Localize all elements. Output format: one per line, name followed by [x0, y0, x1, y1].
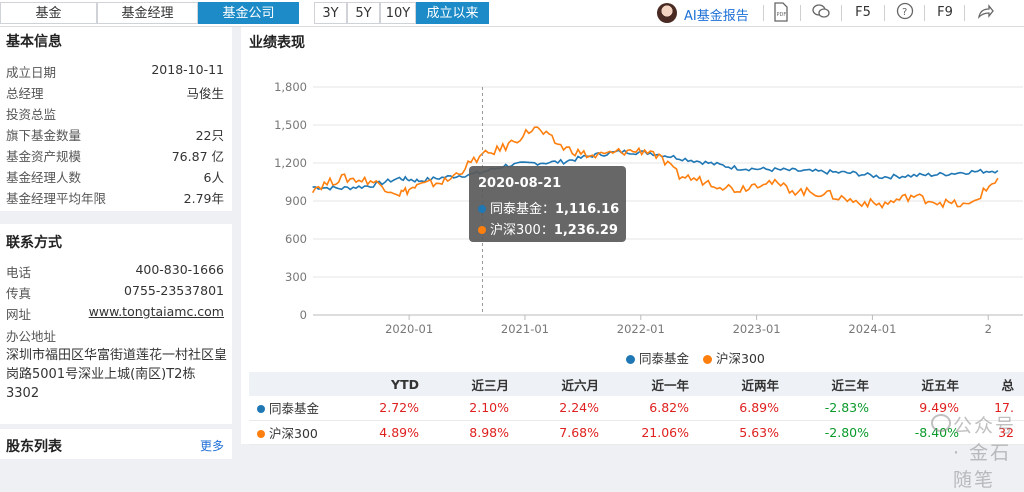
- range-since-inception[interactable]: 成立以来: [416, 2, 489, 24]
- contact-row: 网址 www.tongtaiamc.com: [6, 304, 224, 322]
- y-tick-label: 1,500: [274, 118, 307, 132]
- contact-row: 电话 400-830-1666: [6, 262, 224, 280]
- contact-row: 办公地址: [6, 329, 57, 344]
- watermark: 公众号 · 金石随笔: [953, 415, 1017, 491]
- table-row: 沪深300 4.89% 8.98% 7.68% 21.06% 5.63% -2.80% -8…: [249, 420, 1024, 445]
- tooltip-date: 2020-08-21: [478, 176, 562, 191]
- help-icon[interactable]: ?: [893, 2, 917, 24]
- svg-text:PDF: PDF: [777, 12, 787, 18]
- info-row: 总经理 马俊生: [6, 86, 224, 101]
- legend-item-fund[interactable]: 同泰基金: [626, 351, 689, 366]
- info-row: 成立日期 2018-10-11: [6, 62, 224, 80]
- info-row: 基金经理人数 6人: [6, 170, 224, 185]
- tab-fund[interactable]: 基金: [0, 2, 97, 24]
- range-5y[interactable]: 5Y: [347, 2, 380, 24]
- x-tick-label: 2020-01: [385, 322, 433, 336]
- performance-chart: 0 300 600 900 1,200 1,500 1,800 2020-01 2021-01 2…: [274, 80, 1023, 336]
- chart-tooltip: 2020-08-21 同泰基金：1,116.16 沪深300：1,236.29: [469, 166, 626, 242]
- range-10y[interactable]: 10Y: [380, 2, 416, 24]
- contact-title: 联系方式: [6, 235, 62, 251]
- performance-panel: 业绩表现 0 300 600 900 1,200 1,500 1,800 2020-01 202…: [241, 27, 1024, 491]
- y-tick-label: 300: [285, 270, 307, 284]
- performance-table: YTD 近三月 近六月 近一年 近两年 近三年 近五年 总 同泰基金 2.72%…: [249, 372, 1024, 445]
- info-row: 旗下基金数量 22只: [6, 128, 224, 143]
- y-tick-label: 900: [285, 194, 307, 208]
- y-tick-label: 1,200: [274, 156, 307, 170]
- tooltip-row-fund: 同泰基金：1,116.16: [478, 198, 619, 217]
- x-tick-label: 2024-01: [848, 322, 896, 336]
- holdings-panel: 股东列表 更多: [0, 429, 232, 459]
- pdf-icon[interactable]: PDF: [768, 2, 794, 24]
- row-name: 同泰基金: [249, 396, 359, 421]
- ai-avatar[interactable]: [657, 3, 677, 23]
- f9-button[interactable]: F9: [937, 5, 953, 20]
- tab-fund-company[interactable]: 基金公司: [198, 2, 299, 24]
- performance-title: 业绩表现: [249, 35, 305, 51]
- y-tick-label: 1,800: [274, 80, 307, 94]
- top-toolbar: 基金 基金经理 基金公司 3Y 5Y 10Y 成立以来 AI基金报告 PDF F…: [0, 0, 1024, 27]
- x-tick-label: 2021-01: [501, 322, 549, 336]
- x-tick-label: 2022-01: [617, 322, 665, 336]
- legend-item-index[interactable]: 沪深300: [703, 351, 765, 366]
- website-link[interactable]: www.tongtaiamc.com: [88, 304, 224, 319]
- table-header-row: YTD 近三月 近六月 近一年 近两年 近三年 近五年 总: [249, 372, 1024, 396]
- basic-info-title: 基本信息: [6, 34, 62, 50]
- info-row: 基金资产规模 76.87 亿: [6, 149, 224, 164]
- chart-legend: 同泰基金 沪深300: [626, 348, 765, 367]
- x-tick-label: 2023-01: [733, 322, 781, 336]
- office-address: 深圳市福田区华富街道莲花一村社区皇岗路5001号深业上城(南区)T2栋3302: [6, 348, 228, 401]
- share-icon[interactable]: [972, 2, 998, 24]
- refresh-f5-button[interactable]: F5: [855, 5, 871, 20]
- holdings-more-link[interactable]: 更多: [199, 439, 224, 453]
- x-tick-label: 2: [985, 322, 992, 336]
- row-name: 沪深300: [249, 420, 359, 445]
- series-line-fund: [312, 149, 999, 191]
- basic-info-panel: 基本信息 成立日期 2018-10-11 总经理 马俊生 投资总监 旗下基金数量 22…: [0, 27, 232, 211]
- contact-row: 传真 0755-23537801: [6, 283, 224, 301]
- contact-panel: 联系方式 电话 400-830-1666 传真 0755-23537801 网址 ww…: [0, 224, 232, 424]
- svg-text:?: ?: [902, 7, 907, 18]
- info-row: 投资总监: [6, 107, 57, 122]
- range-3y[interactable]: 3Y: [314, 2, 347, 24]
- holdings-title: 股东列表: [6, 439, 62, 455]
- tooltip-row-index: 沪深300：1,236.29: [478, 219, 618, 238]
- y-tick-label: 0: [300, 308, 307, 322]
- chat-icon[interactable]: [808, 2, 834, 24]
- tab-fund-manager[interactable]: 基金经理: [97, 2, 198, 24]
- watermark-icon: [931, 414, 951, 432]
- y-tick-label: 600: [285, 232, 307, 246]
- series-line-index: [311, 126, 999, 210]
- table-row: 同泰基金 2.72% 2.10% 2.24% 6.82% 6.89% -2.83% 9.49…: [249, 396, 1024, 421]
- ai-report-link[interactable]: AI基金报告: [684, 9, 749, 24]
- info-row: 基金经理平均年限 2.79年: [6, 191, 224, 206]
